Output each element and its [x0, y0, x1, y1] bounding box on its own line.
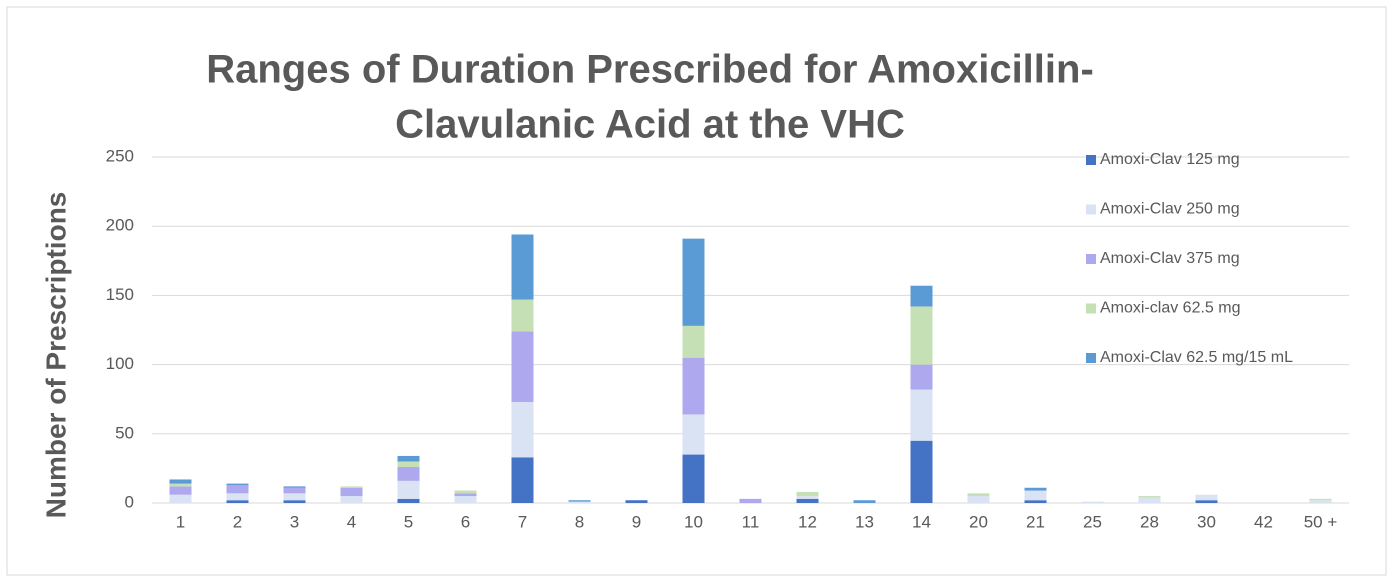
bar-segment: [568, 501, 591, 503]
y-tick-label: 250: [106, 146, 134, 165]
bar-segment: [1081, 501, 1104, 503]
bar-segment: [910, 440, 933, 503]
bar-segment: [1024, 490, 1047, 501]
bar-segment: [397, 467, 420, 481]
bar-segment: [910, 389, 933, 441]
bar-segment: [1138, 497, 1161, 503]
x-tick-label: 3: [290, 512, 299, 531]
bar-segment: [1309, 498, 1332, 501]
y-tick-label: 200: [106, 216, 134, 235]
x-tick-label: 4: [347, 512, 356, 531]
legend-label: Amoxi-Clav 375 mg: [1100, 250, 1240, 267]
legend-label: Amoxi-clav 62.5 mg: [1100, 300, 1241, 317]
x-tick-label: 14: [912, 512, 931, 531]
bar-segment: [454, 496, 477, 503]
bar-segment: [568, 500, 591, 502]
bar-segment: [1138, 496, 1161, 498]
chart-title: Ranges of Duration Prescribed for Amoxic…: [206, 48, 1094, 92]
y-tick-label: 0: [125, 492, 134, 511]
bar-segment: [1309, 500, 1332, 503]
legend-swatch: [1086, 155, 1096, 165]
x-tick-label: 9: [632, 512, 641, 531]
bar-segment: [340, 486, 363, 488]
legend-swatch: [1086, 254, 1096, 264]
bar-segment: [967, 493, 990, 497]
bar-segment: [169, 479, 192, 484]
legend-swatch: [1086, 303, 1096, 314]
bar-segment: [796, 498, 819, 503]
bar-segment: [682, 357, 705, 415]
bar-segment: [397, 461, 420, 468]
bar-segment: [1024, 500, 1047, 503]
x-tick-label: 10: [684, 512, 703, 531]
x-tick-label: 21: [1026, 512, 1045, 531]
bar-segment: [454, 490, 477, 494]
legend-label: Amoxi-Clav 62.5 mg/15 mL: [1100, 349, 1293, 366]
bar-segment: [511, 331, 534, 402]
bar-segment: [682, 238, 705, 326]
bar-segment: [511, 457, 534, 503]
bar-segment: [169, 486, 192, 495]
bar-segment: [397, 455, 420, 462]
x-tick-label: 11: [742, 512, 760, 531]
bar-segment: [682, 454, 705, 503]
bar-segment: [226, 493, 249, 501]
y-axis-label: Number of Prescriptions: [40, 192, 71, 519]
y-tick-label: 50: [115, 423, 134, 442]
bar-segment: [910, 306, 933, 365]
bar-segment: [1195, 500, 1218, 503]
x-tick-label: 13: [855, 512, 874, 531]
bar-segment: [682, 325, 705, 358]
chart-title: Clavulanic Acid at the VHC: [395, 103, 905, 147]
x-tick-label: 28: [1140, 512, 1159, 531]
legend-swatch: [1086, 353, 1096, 363]
bar-segment: [853, 500, 876, 503]
legend-swatch: [1086, 204, 1096, 215]
bar-segment: [796, 496, 819, 499]
x-tick-label: 5: [404, 512, 413, 531]
bar-segment: [1024, 487, 1047, 491]
x-tick-label: 50 +: [1304, 512, 1338, 531]
bar-segment: [397, 480, 420, 499]
bar-segment: [910, 364, 933, 390]
bar-segment: [283, 487, 306, 494]
bar-segment: [739, 498, 762, 503]
x-tick-label: 7: [518, 512, 527, 531]
bar-segment: [283, 486, 306, 488]
x-tick-label: 42: [1254, 512, 1273, 531]
x-tick-label: 30: [1197, 512, 1216, 531]
bar-segment: [796, 491, 819, 497]
bar-segment: [226, 485, 249, 494]
x-tick-label: 8: [575, 512, 584, 531]
y-tick-label: 150: [106, 285, 134, 304]
y-tick-label: 100: [106, 354, 134, 373]
x-tick-label: 1: [176, 512, 185, 531]
bar-segment: [511, 401, 534, 458]
bar-segment: [169, 483, 192, 487]
legend-label: Amoxi-Clav 250 mg: [1100, 201, 1240, 218]
x-tick-label: 2: [233, 512, 242, 531]
bar-segment: [283, 493, 306, 501]
legend-label: Amoxi-Clav 125 mg: [1100, 151, 1240, 168]
bar-segment: [967, 496, 990, 503]
bar-segment: [910, 285, 933, 307]
bar-segment: [682, 414, 705, 455]
x-tick-label: 12: [798, 512, 817, 531]
bar-segment: [283, 500, 306, 503]
bar-segment: [397, 498, 420, 503]
x-tick-label: 6: [461, 512, 470, 531]
bar-segment: [226, 483, 249, 486]
bar-segment: [340, 496, 363, 503]
bar-segment: [511, 299, 534, 332]
bar-segment: [625, 500, 648, 503]
bar-segment: [340, 487, 363, 497]
bar-segment: [226, 500, 249, 503]
bar-segment: [1195, 494, 1218, 501]
bar-segment: [169, 494, 192, 503]
x-tick-label: 20: [969, 512, 988, 531]
bar-segment: [454, 493, 477, 497]
x-tick-label: 25: [1083, 512, 1102, 531]
bar-segment: [511, 234, 534, 300]
